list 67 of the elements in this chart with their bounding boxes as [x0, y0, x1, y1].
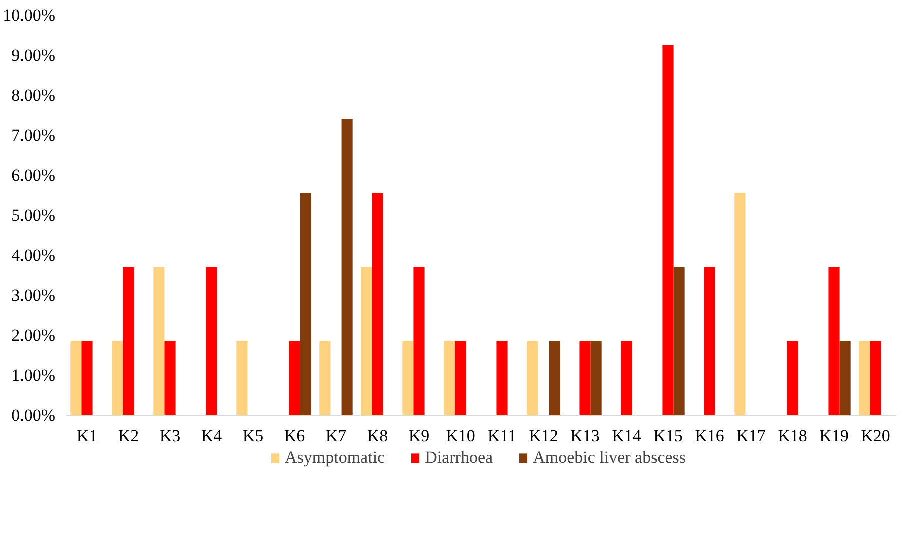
y-tick-label: 6.00%	[12, 166, 56, 185]
bar	[621, 342, 632, 416]
y-tick-label: 2.00%	[12, 326, 56, 345]
y-tick-label: 4.00%	[12, 246, 56, 265]
bar	[444, 342, 456, 416]
x-tick-label: K17	[736, 426, 766, 446]
bar	[840, 342, 851, 416]
x-tick-label: K15	[654, 426, 683, 446]
bar	[82, 342, 93, 416]
bar	[123, 268, 134, 416]
x-tick-label: K5	[242, 426, 264, 446]
x-tick-label: K2	[118, 426, 140, 446]
bar	[527, 342, 538, 416]
x-tick-label: K16	[695, 426, 724, 446]
bar	[787, 342, 798, 416]
y-tick-label: 0.00%	[12, 406, 56, 425]
bar	[342, 119, 353, 416]
bar	[289, 342, 300, 416]
bar	[164, 342, 176, 416]
y-tick-label: 9.00%	[12, 46, 56, 65]
bar	[372, 193, 384, 416]
legend-label: Amoebic liver abscess	[533, 448, 686, 468]
x-tick-label: K8	[367, 426, 388, 446]
bar	[590, 342, 602, 416]
bar	[236, 342, 248, 416]
bar	[662, 45, 674, 416]
y-tick-label: 7.00%	[12, 126, 56, 145]
y-tick-label: 10.00%	[3, 6, 56, 25]
x-tick-label: K19	[820, 426, 849, 446]
x-tick-label: K11	[488, 426, 517, 446]
x-tick-label: K14	[612, 426, 642, 446]
legend-label: Asymptomatic	[284, 448, 386, 468]
bar	[206, 268, 218, 416]
bar	[361, 268, 372, 416]
bar	[112, 342, 124, 416]
y-tick-label: 3.00%	[12, 286, 56, 305]
bar	[859, 342, 870, 416]
bar	[455, 342, 466, 416]
x-tick-label: K7	[326, 426, 348, 446]
x-tick-label: K9	[408, 426, 430, 446]
y-tick-label: 5.00%	[12, 206, 56, 225]
legend-label: Diarrhoea	[425, 448, 494, 468]
bar	[70, 342, 82, 416]
x-tick-label: K6	[284, 426, 306, 446]
x-tick-label: K12	[529, 426, 558, 446]
bar	[704, 268, 716, 416]
bar	[580, 342, 591, 416]
bar	[320, 342, 331, 416]
x-tick-label: K13	[570, 426, 600, 446]
bar	[734, 193, 746, 416]
bar	[496, 342, 508, 416]
bar	[549, 342, 560, 416]
bar	[414, 268, 425, 416]
x-tick-label: K10	[446, 426, 476, 446]
y-tick-label: 1.00%	[12, 366, 56, 385]
x-tick-label: K1	[76, 426, 98, 446]
y-tick-label: 8.00%	[12, 86, 56, 105]
bar	[674, 268, 685, 416]
x-tick-label: K3	[160, 426, 181, 446]
x-tick-label: K4	[201, 426, 223, 446]
bar	[300, 193, 312, 416]
bar	[870, 342, 882, 416]
x-tick-label: K20	[861, 426, 890, 446]
bar	[402, 342, 414, 416]
bar	[828, 268, 840, 416]
x-tick-label: K18	[778, 426, 808, 446]
bar	[154, 268, 165, 416]
